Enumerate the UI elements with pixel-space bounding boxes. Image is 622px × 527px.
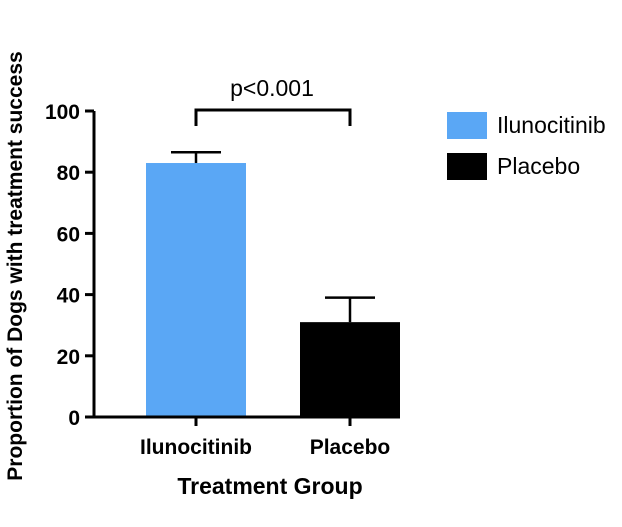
significance-bracket: p<0.001	[194, 75, 352, 126]
legend-swatch-placebo	[447, 153, 487, 180]
error-bars-group	[171, 151, 375, 323]
x-ticks-group: Ilunocitinib Placebo	[140, 417, 390, 459]
y-tick-label: 80	[57, 162, 80, 185]
y-tick-label: 20	[57, 346, 80, 369]
y-tick-label: 0	[68, 407, 80, 430]
bar-ilunocitinib	[146, 163, 246, 417]
bar-placebo	[300, 322, 400, 417]
y-tick-label: 100	[45, 101, 80, 124]
significance-label: p<0.001	[230, 75, 314, 101]
x-axis-title: Treatment Group	[177, 473, 362, 499]
y-axis-title: Proportion of Dogs with treatment succes…	[4, 51, 27, 480]
bars-group	[146, 163, 400, 417]
y-tick-label: 60	[57, 223, 80, 246]
legend-label-placebo: Placebo	[497, 153, 580, 179]
legend: Ilunocitinib Placebo	[447, 112, 606, 180]
y-ticks-group: 0 20 40 60 80 100	[45, 101, 94, 430]
legend-label-ilunocitinib: Ilunocitinib	[497, 112, 606, 138]
x-tick-label: Ilunocitinib	[140, 436, 252, 459]
legend-swatch-ilunocitinib	[447, 112, 487, 139]
significance-bracket-line	[194, 108, 352, 126]
x-tick-label: Placebo	[310, 436, 391, 459]
y-tick-label: 40	[57, 285, 80, 308]
